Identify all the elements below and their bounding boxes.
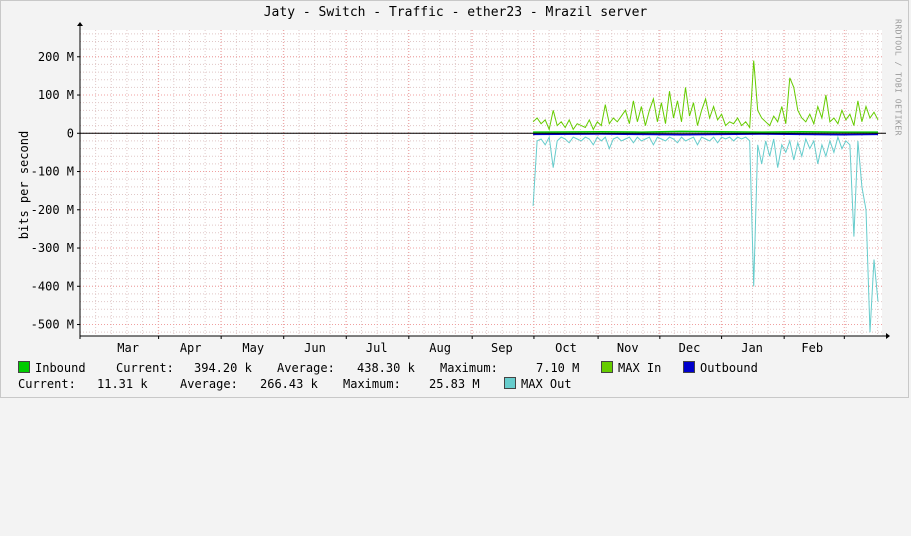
outbound-maximum-label: Maximum: bbox=[343, 377, 401, 391]
y-tick-label: -200 M bbox=[31, 203, 74, 217]
x-tick-label: Jul bbox=[366, 341, 388, 355]
inbound-maximum-value: 7.10 M bbox=[536, 361, 580, 375]
x-tick-label: Feb bbox=[801, 341, 823, 355]
series-max-out-line bbox=[532, 135, 879, 333]
x-axis-arrow bbox=[886, 333, 890, 339]
y-tick-label: 0 bbox=[67, 126, 74, 140]
axes bbox=[77, 22, 890, 339]
x-tick-label: Nov bbox=[617, 341, 639, 355]
outbound-average-value: 266.43 k bbox=[260, 377, 318, 391]
x-tick-label: Sep bbox=[491, 341, 513, 355]
inbound-current-value: 394.20 k bbox=[194, 361, 252, 375]
series-max-in-line bbox=[532, 60, 879, 132]
x-tick-label: Jan bbox=[741, 341, 763, 355]
max-in-swatch bbox=[601, 361, 613, 373]
y-tick-label: -400 M bbox=[31, 279, 74, 293]
legend-inbound: Inbound bbox=[18, 360, 86, 376]
x-tick-label: Oct bbox=[555, 341, 577, 355]
legend-row-1: Inbound Current: 394.20 k Average: 438.3… bbox=[0, 360, 758, 376]
series-outbound-line bbox=[533, 133, 879, 136]
x-tick-label: Dec bbox=[679, 341, 701, 355]
inbound-average-label: Average: bbox=[277, 361, 335, 375]
inbound-maximum-label: Maximum: bbox=[440, 361, 498, 375]
y-tick-labels: 200 M 100 M 0 -100 M -200 M -300 M -400 M -500 … bbox=[31, 50, 80, 332]
outbound-maximum-value: 25.83 M bbox=[429, 377, 480, 391]
y-tick-label: 100 M bbox=[38, 88, 74, 102]
y-tick-label: -100 M bbox=[31, 165, 74, 179]
y-axis-arrow bbox=[77, 22, 83, 26]
chart-title: Jaty - Switch - Traffic - ether23 - Mraz… bbox=[263, 5, 648, 20]
legend-max-in-label: MAX In bbox=[618, 361, 662, 375]
legend-inbound-label: Inbound bbox=[35, 361, 86, 375]
x-tick-label: Apr bbox=[180, 341, 202, 355]
series-inbound-line bbox=[533, 130, 878, 133]
legend-max-out: MAX Out bbox=[504, 376, 572, 392]
y-tick-label: -500 M bbox=[31, 318, 74, 332]
legend-max-in: MAX In bbox=[601, 360, 661, 376]
x-tick-label: Aug bbox=[429, 341, 451, 355]
grid-lines bbox=[79, 30, 882, 336]
series-layer bbox=[532, 60, 879, 333]
inbound-average-value: 438.30 k bbox=[357, 361, 415, 375]
outbound-average-label: Average: bbox=[180, 377, 238, 391]
outbound-current-label: Current: bbox=[18, 377, 76, 391]
y-tick-label: 200 M bbox=[38, 50, 74, 64]
chart-svg: 200 M 100 M 0 -100 M -200 M -300 M -400 M -500 … bbox=[31, 22, 890, 355]
x-tick-label: Mar bbox=[117, 341, 139, 355]
legend-row-2: Current: 11.31 k Average: 266.43 k Maxim… bbox=[0, 376, 572, 392]
x-tick-label: Jun bbox=[304, 341, 326, 355]
outbound-current-value: 11.31 k bbox=[97, 377, 148, 391]
legend-max-out-label: MAX Out bbox=[521, 377, 572, 391]
legend-outbound: Outbound bbox=[683, 360, 758, 376]
outbound-swatch bbox=[683, 361, 695, 373]
x-tick-label: May bbox=[242, 341, 264, 355]
inbound-current-label: Current: bbox=[116, 361, 174, 375]
legend: Inbound Current: 394.20 k Average: 438.3… bbox=[0, 360, 911, 402]
x-tick-labels: Mar Apr May Jun Jul Aug Sep Oct Nov Dec Jan Feb bbox=[79, 336, 845, 355]
plot-background bbox=[80, 30, 882, 336]
inbound-swatch bbox=[18, 361, 30, 373]
max-out-swatch bbox=[504, 377, 516, 389]
y-tick-label: -300 M bbox=[31, 241, 74, 255]
plot-area bbox=[80, 30, 882, 336]
legend-outbound-label: Outbound bbox=[700, 361, 758, 375]
